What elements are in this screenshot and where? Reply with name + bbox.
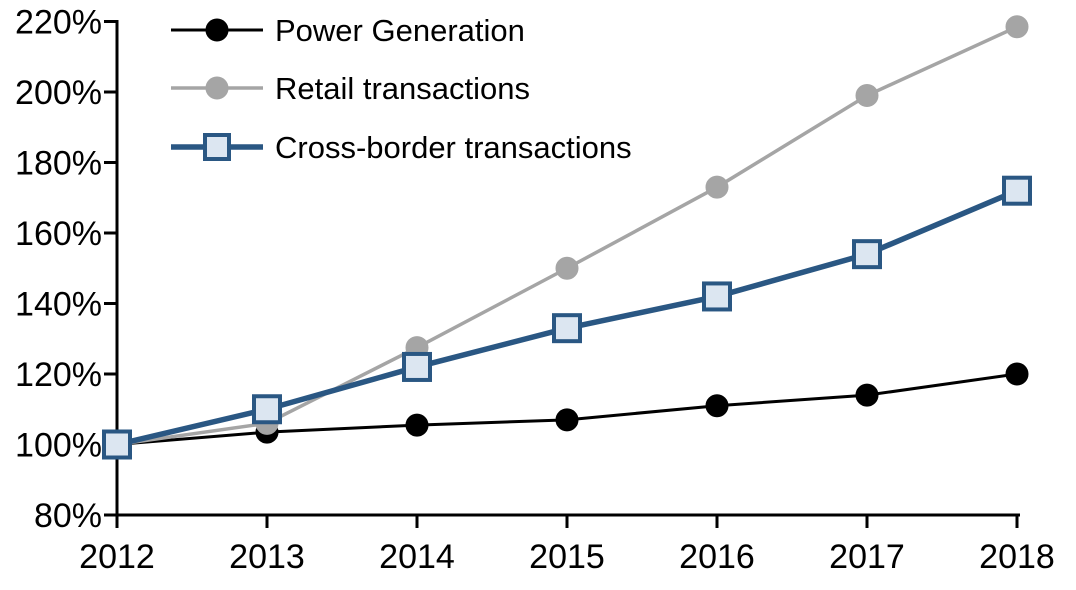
x-tick-label: 2015 — [529, 538, 605, 576]
series-marker — [555, 256, 579, 280]
series-marker — [705, 175, 729, 199]
legend-marker-shape — [205, 76, 229, 100]
series-marker — [552, 313, 582, 344]
series-marker — [855, 383, 879, 407]
retail-transactions-legend-marker — [171, 76, 263, 100]
series-marker — [102, 429, 132, 460]
series-marker — [1005, 15, 1029, 39]
legend-label-cross-border-transactions: Cross-border transactions — [275, 129, 632, 165]
series-marker — [1002, 175, 1032, 206]
x-tick-label: 2018 — [979, 538, 1055, 576]
cross-border-transactions-legend-marker — [171, 133, 263, 161]
x-tick-label: 2012 — [79, 538, 155, 576]
x-tick-label: 2013 — [229, 538, 305, 576]
series-marker — [405, 413, 429, 437]
series-marker — [252, 394, 282, 425]
x-tick-label: 2017 — [829, 538, 905, 576]
y-tick-label: 140% — [15, 286, 102, 324]
legend-item-cross-border-transactions: Cross-border transactions — [167, 125, 632, 169]
legend-item-retail-transactions: Retail transactions — [167, 66, 530, 110]
series-marker — [1005, 362, 1029, 386]
y-tick-label: 80% — [34, 497, 102, 535]
series-marker — [555, 408, 579, 432]
y-tick-label: 160% — [15, 215, 102, 253]
legend-label-power-generation: Power Generation — [275, 12, 525, 48]
legend-label-retail-transactions: Retail transactions — [275, 70, 531, 106]
series-marker — [702, 281, 732, 312]
y-tick-label: 100% — [15, 427, 102, 465]
y-tick-label: 120% — [15, 356, 102, 394]
legend-marker-shape — [203, 133, 231, 161]
power-generation-legend-marker — [171, 18, 263, 42]
series-marker — [855, 84, 879, 108]
legend-item-power-generation: Power Generation — [167, 8, 525, 52]
x-tick-label: 2014 — [379, 538, 455, 576]
x-tick-label: 2016 — [679, 538, 755, 576]
series-marker — [852, 239, 882, 270]
y-tick-label: 180% — [15, 145, 102, 183]
y-tick-label: 220% — [15, 4, 102, 42]
legend-marker-shape — [205, 18, 229, 42]
series-marker — [402, 351, 432, 382]
series-marker — [705, 394, 729, 418]
y-tick-label: 200% — [15, 74, 102, 112]
